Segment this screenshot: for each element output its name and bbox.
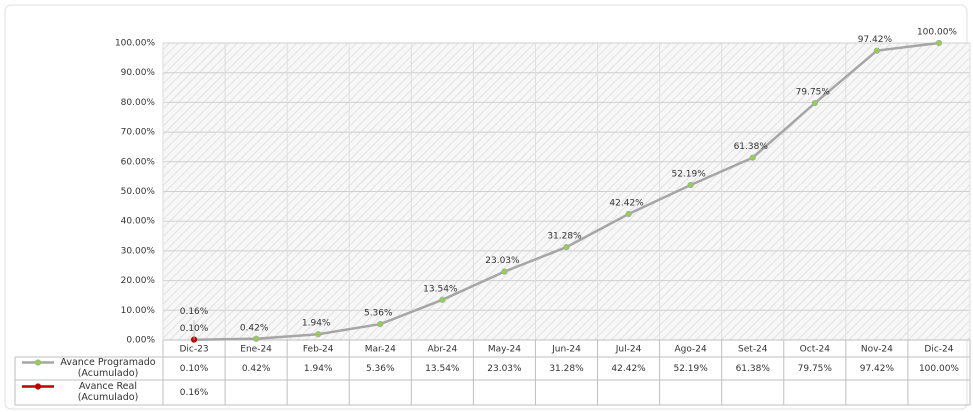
data-label: 42.42% — [609, 199, 644, 209]
y-tick-label: 80.00% — [121, 98, 156, 108]
table-value: 0.16% — [180, 388, 209, 398]
legend-label: Avance Real (Acumulado) — [77, 380, 139, 403]
y-tick-label: 10.00% — [121, 306, 156, 316]
y-tick-label: 40.00% — [121, 217, 156, 227]
x-tick-label: Dic-24 — [924, 345, 953, 355]
data-label: 1.94% — [302, 319, 331, 329]
table-value: 23.03% — [487, 364, 522, 374]
x-tick-label: Ago-24 — [675, 345, 708, 355]
point-marker — [749, 154, 756, 161]
x-tick-label: Nov-24 — [861, 345, 893, 355]
x-tick-label: Jun-24 — [551, 345, 581, 355]
y-tick-label: 0.00% — [126, 336, 155, 346]
data-label: 0.42% — [240, 323, 269, 333]
legend-marker — [34, 359, 42, 366]
table-value: 1.94% — [304, 364, 333, 374]
point-marker — [563, 243, 570, 251]
data-label: 100.00% — [917, 28, 957, 38]
x-tick-label: Oct-24 — [800, 345, 831, 355]
y-tick-label: 60.00% — [121, 157, 156, 167]
data-label: 52.19% — [671, 169, 706, 179]
table-value: 13.54% — [425, 364, 460, 374]
x-tick-label: Mar-24 — [365, 345, 396, 355]
legend-marker — [34, 383, 42, 390]
x-tick-label: Jul-24 — [615, 345, 642, 355]
y-tick-label: 100.00% — [115, 39, 155, 49]
y-tick-label: 70.00% — [121, 128, 156, 138]
data-label: 97.42% — [858, 35, 893, 45]
point-marker — [253, 335, 260, 342]
y-tick-label: 50.00% — [121, 187, 156, 197]
x-tick-label: Ene-24 — [240, 345, 272, 355]
x-tick-label: Set-24 — [738, 345, 768, 355]
data-label: 0.16% — [180, 307, 209, 317]
table-value: 79.75% — [798, 364, 833, 374]
table-value: 5.36% — [366, 364, 395, 374]
point-marker — [687, 181, 694, 189]
table-value: 100.00% — [919, 364, 959, 374]
table-value: 61.38% — [736, 364, 771, 374]
table-value: 97.42% — [860, 364, 895, 374]
data-label: 61.38% — [734, 142, 769, 152]
data-label: 23.03% — [485, 256, 520, 266]
table-value: 52.19% — [673, 364, 708, 374]
x-tick-label: Abr-24 — [427, 345, 457, 355]
table-value: 42.42% — [611, 364, 646, 374]
data-label: 5.36% — [364, 309, 393, 319]
legend-label: Avance Programado (Acumulado) — [60, 356, 156, 379]
point-marker — [315, 331, 322, 338]
x-tick-label: Feb-24 — [303, 345, 334, 355]
y-tick-label: 20.00% — [121, 276, 156, 286]
point-marker — [377, 320, 384, 328]
data-label: 31.28% — [547, 232, 582, 242]
point-marker — [625, 210, 632, 218]
data-label: 79.75% — [796, 88, 831, 98]
point-marker — [935, 39, 943, 47]
table-value: 0.42% — [242, 364, 271, 374]
x-tick-label: Dic-23 — [179, 345, 208, 355]
y-tick-label: 30.00% — [121, 246, 156, 256]
data-label: 13.54% — [423, 284, 458, 294]
y-tick-label: 90.00% — [121, 68, 156, 78]
table-value: 0.10% — [180, 364, 209, 374]
point-marker — [501, 268, 508, 275]
point-marker — [873, 47, 880, 54]
point-marker — [439, 296, 446, 303]
point-marker — [811, 100, 818, 107]
table-value: 31.28% — [549, 364, 584, 374]
x-tick-label: May-24 — [488, 345, 521, 355]
